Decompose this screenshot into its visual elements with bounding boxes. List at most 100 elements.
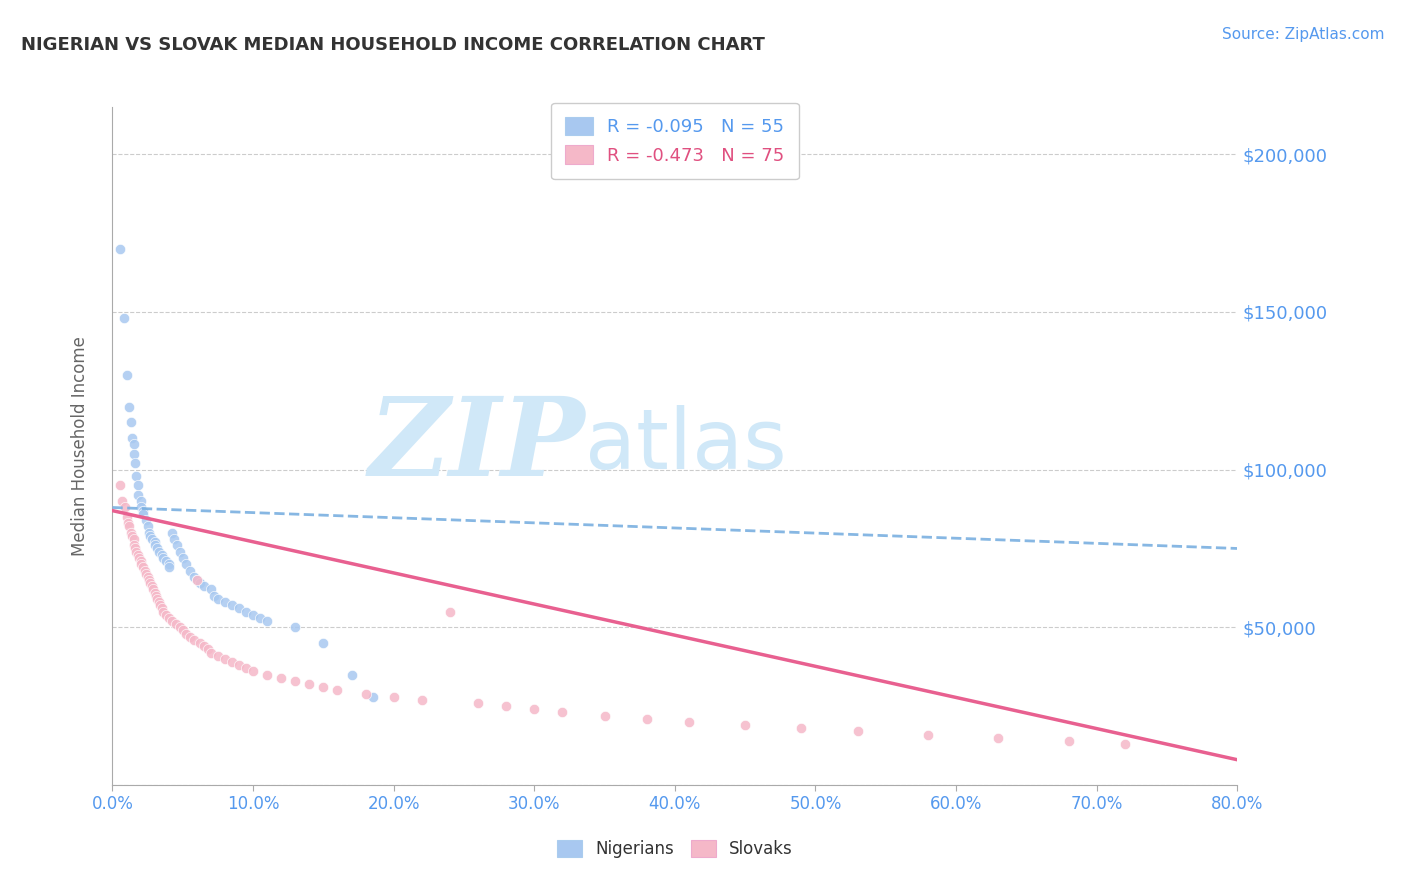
Point (136, 570, 159, 584)
Point (122, 437, 145, 451)
Point (312, 680, 335, 694)
Point (148, 595, 170, 609)
Point (221, 655, 243, 669)
Point (593, 708, 616, 723)
Point (150, 548, 173, 562)
Point (115, 368, 138, 382)
Point (142, 582, 165, 597)
Point (127, 548, 149, 562)
Point (188, 576, 211, 591)
Point (149, 599, 172, 613)
Point (127, 488, 149, 502)
Point (115, 510, 138, 524)
Point (138, 573, 160, 587)
Point (150, 601, 173, 615)
Point (270, 671, 292, 685)
Point (160, 614, 183, 628)
Point (495, 699, 517, 714)
Point (132, 507, 155, 521)
Point (249, 611, 271, 625)
Point (200, 582, 222, 597)
Text: NIGERIAN VS SLOVAK MEDIAN HOUSEHOLD INCOME CORRELATION CHART: NIGERIAN VS SLOVAK MEDIAN HOUSEHOLD INCO… (21, 36, 765, 54)
Point (467, 696, 489, 710)
Point (121, 431, 143, 445)
Point (179, 564, 201, 578)
Point (169, 544, 191, 558)
Point (135, 566, 157, 581)
Point (917, 727, 939, 741)
Point (242, 607, 264, 622)
Y-axis label: Median Household Income: Median Household Income (70, 336, 89, 556)
Point (118, 519, 141, 533)
Point (193, 579, 215, 593)
Point (987, 731, 1010, 745)
Point (228, 601, 250, 615)
Point (122, 538, 145, 552)
Point (111, 494, 134, 508)
Point (165, 617, 187, 632)
Point (354, 686, 377, 700)
Point (298, 677, 321, 691)
Point (124, 541, 146, 556)
Point (128, 550, 150, 565)
Point (129, 494, 152, 508)
Point (120, 525, 142, 540)
Point (146, 541, 169, 556)
Point (132, 560, 155, 574)
Point (636, 712, 658, 726)
Point (134, 564, 156, 578)
Point (197, 642, 219, 657)
Point (117, 516, 139, 531)
Point (439, 605, 461, 619)
Point (135, 513, 157, 527)
Point (326, 683, 349, 698)
Legend: Nigerians, Slovaks: Nigerians, Slovaks (550, 833, 800, 864)
Point (118, 400, 141, 414)
Point (174, 558, 197, 572)
Point (1114, 737, 1136, 751)
Point (143, 538, 166, 552)
Point (152, 605, 174, 619)
Point (179, 630, 201, 644)
Point (312, 636, 335, 650)
Point (183, 632, 205, 647)
Point (523, 702, 546, 716)
Point (139, 529, 162, 543)
Point (163, 532, 186, 546)
Point (132, 503, 155, 517)
Point (138, 525, 160, 540)
Text: ZIP: ZIP (368, 392, 585, 500)
Point (127, 478, 149, 492)
Point (146, 591, 169, 606)
Point (284, 620, 307, 634)
Point (148, 544, 170, 558)
Point (122, 532, 145, 546)
Point (361, 690, 384, 704)
Point (108, 478, 131, 492)
Point (141, 532, 163, 546)
Point (411, 693, 433, 707)
Point (188, 636, 211, 650)
Point (678, 714, 700, 729)
Point (186, 573, 208, 587)
Point (221, 599, 243, 613)
Point (112, 311, 135, 326)
Point (214, 652, 236, 666)
Point (143, 535, 166, 549)
Point (114, 500, 136, 515)
Point (200, 646, 222, 660)
Point (125, 544, 148, 558)
Point (157, 611, 180, 625)
Point (122, 447, 145, 461)
Point (166, 538, 188, 552)
Point (129, 500, 152, 515)
Text: atlas: atlas (585, 406, 786, 486)
Point (1057, 734, 1080, 748)
Point (235, 605, 257, 619)
Point (155, 554, 177, 568)
Point (186, 573, 208, 587)
Point (169, 620, 191, 634)
Point (734, 718, 756, 732)
Point (129, 554, 152, 568)
Point (124, 456, 146, 470)
